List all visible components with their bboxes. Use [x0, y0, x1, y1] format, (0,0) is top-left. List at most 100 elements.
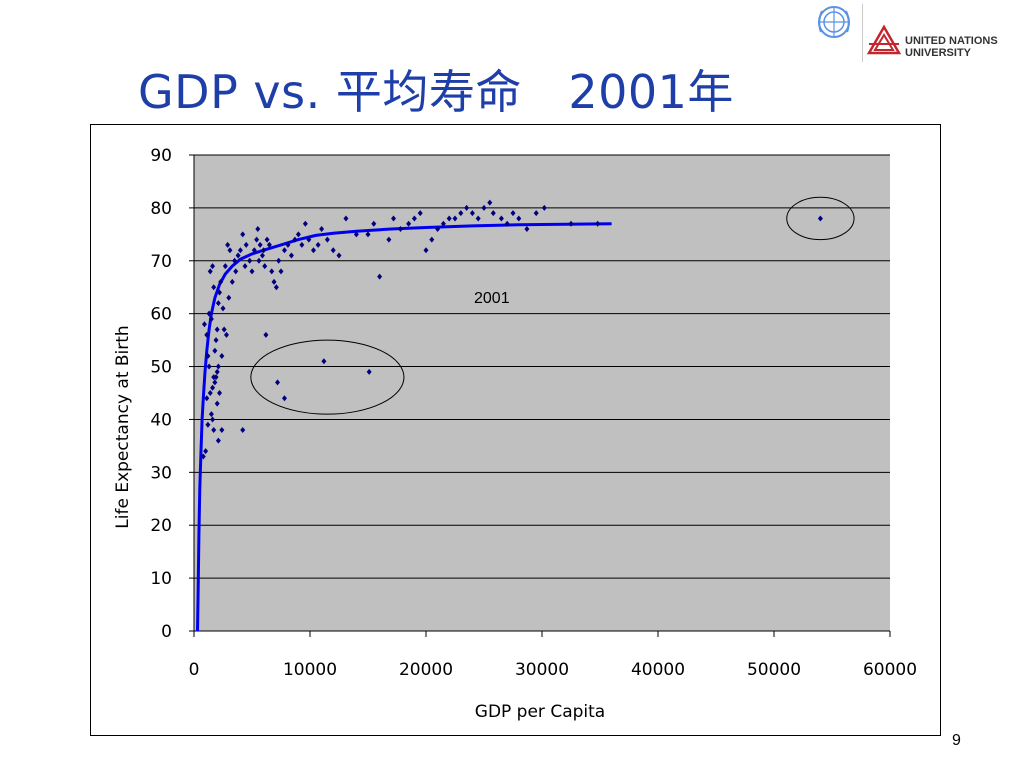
x-axis-title: GDP per Capita	[475, 702, 605, 722]
data-point	[299, 241, 305, 248]
unu-logo: UNITED NATIONS UNIVERSITY	[814, 0, 1024, 70]
data-point	[205, 352, 211, 359]
x-tick-label: 0	[189, 660, 200, 680]
data-point	[481, 204, 487, 211]
data-point	[324, 236, 330, 243]
data-point	[275, 379, 281, 386]
highlight-ellipse	[786, 196, 855, 241]
data-point	[240, 231, 246, 238]
data-point	[302, 220, 308, 227]
data-point	[237, 247, 243, 254]
data-point	[440, 220, 446, 227]
chart-frame: 0 10 20 30 40 50 60 70 80 90 0 10000 20000 30000 4000…	[90, 124, 941, 736]
data-point	[423, 247, 429, 254]
data-point	[269, 268, 275, 275]
trend-line	[196, 222, 612, 632]
data-point	[371, 220, 377, 227]
data-point	[595, 220, 601, 227]
data-point	[215, 363, 221, 370]
data-point	[458, 210, 464, 217]
data-point	[220, 305, 226, 312]
data-point	[306, 236, 312, 243]
data-point	[411, 215, 417, 222]
highlight-circles	[250, 196, 855, 415]
data-point	[516, 215, 522, 222]
y-tick-label: 60	[150, 305, 172, 325]
x-tick-label: 10000	[283, 660, 337, 680]
data-point	[330, 247, 336, 254]
data-point	[247, 257, 253, 264]
data-point	[366, 368, 372, 375]
x-tick-labels: 0 10000 20000 30000 40000 50000 60000	[189, 660, 917, 680]
y-tick-label: 50	[150, 358, 172, 378]
data-point	[533, 210, 539, 217]
y-tick-label: 90	[150, 146, 172, 166]
data-point	[278, 268, 284, 275]
data-point	[310, 247, 316, 254]
data-point	[273, 284, 279, 291]
y-tick-label: 70	[150, 252, 172, 272]
un-emblem-icon	[818, 6, 850, 38]
data-point	[229, 278, 235, 285]
unu-line2: UNIVERSITY	[905, 47, 972, 59]
data-point	[254, 236, 260, 243]
unu-wordmark: UNITED NATIONS UNIVERSITY	[905, 35, 998, 59]
data-point	[259, 252, 265, 259]
data-point	[276, 257, 282, 264]
data-point	[490, 210, 496, 217]
data-point	[217, 390, 223, 396]
x-tick-label: 20000	[399, 660, 453, 680]
data-point	[204, 331, 210, 338]
data-point	[206, 363, 212, 370]
data-point	[212, 347, 218, 354]
data-point	[208, 411, 214, 418]
data-point	[504, 220, 510, 227]
data-point	[261, 247, 267, 254]
y-tick-label: 0	[161, 622, 172, 642]
data-point	[233, 268, 239, 275]
data-point	[214, 368, 220, 375]
data-point	[288, 252, 294, 259]
data-point	[207, 268, 213, 275]
data-point	[222, 263, 228, 270]
data-point	[240, 427, 246, 434]
data-point	[203, 448, 209, 455]
data-point	[213, 374, 219, 381]
highlight-ellipse	[250, 339, 405, 415]
data-point	[214, 326, 220, 333]
slide-title: GDP vs. 平均寿命 2001年	[138, 65, 734, 119]
data-point	[226, 294, 232, 301]
data-point	[208, 315, 214, 322]
data-point	[256, 257, 262, 264]
data-point	[397, 226, 403, 233]
data-point	[211, 427, 217, 434]
data-point	[435, 226, 441, 233]
unu-triangle-icon	[866, 24, 902, 55]
data-point	[336, 252, 342, 259]
data-point	[281, 395, 287, 402]
data-point	[204, 395, 210, 402]
data-point	[271, 278, 277, 285]
data-point	[343, 215, 349, 222]
data-points	[200, 199, 823, 460]
y-tick-label: 30	[150, 463, 172, 483]
data-point	[469, 210, 475, 217]
data-point	[201, 321, 207, 328]
data-point	[210, 384, 216, 391]
data-point	[227, 247, 233, 254]
data-point	[264, 236, 270, 243]
data-point	[211, 284, 217, 291]
data-point	[353, 231, 359, 238]
data-point	[235, 252, 241, 259]
data-point	[377, 273, 383, 280]
data-point	[223, 331, 229, 338]
data-point	[386, 236, 392, 243]
data-point	[213, 337, 219, 344]
data-point	[215, 437, 221, 444]
data-point	[262, 263, 268, 270]
data-point	[200, 453, 206, 460]
axes	[189, 154, 891, 637]
data-point	[285, 241, 291, 248]
plot-area	[194, 155, 890, 631]
x-tick-label: 50000	[747, 660, 801, 680]
